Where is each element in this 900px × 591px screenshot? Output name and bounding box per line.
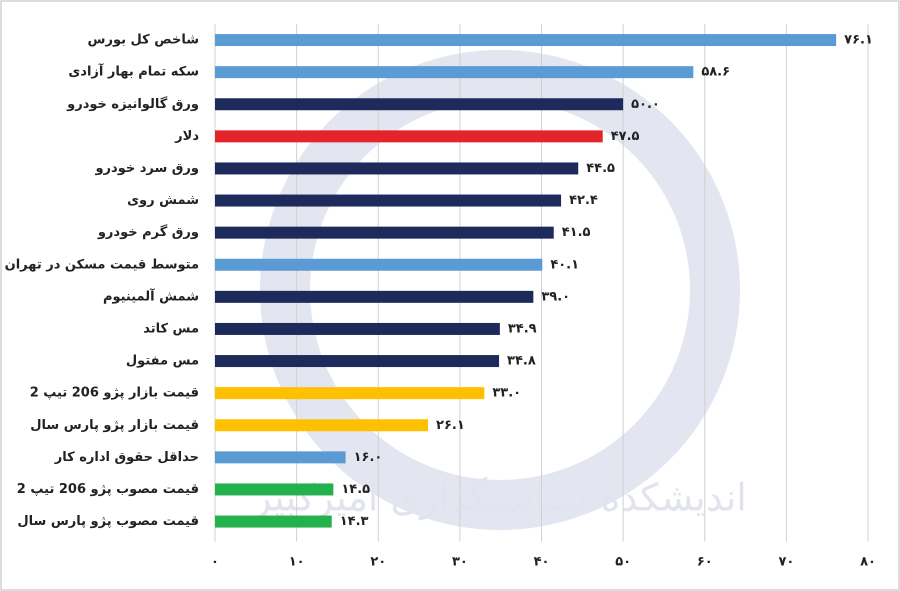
x-tick-label: ۳۰ bbox=[452, 555, 468, 570]
category-label: شمش روی bbox=[127, 193, 199, 208]
x-tick-label: ۶۰ bbox=[697, 555, 713, 570]
value-label: ۴۲.۴ bbox=[569, 193, 598, 208]
value-label: ۴۰.۱ bbox=[550, 257, 579, 272]
bar bbox=[215, 483, 334, 496]
watermark: اندیشکده سیاستگذاری امیرکبیر bbox=[251, 476, 747, 521]
bar bbox=[215, 162, 579, 175]
value-label: ۳۴.۹ bbox=[508, 321, 537, 336]
bar bbox=[215, 98, 624, 111]
category-label: شاخص کل بورس bbox=[88, 33, 199, 48]
category-label: ورق سرد خودرو bbox=[94, 161, 199, 176]
bar bbox=[215, 355, 500, 368]
value-label: ۷۶.۱ bbox=[844, 33, 873, 48]
bar bbox=[215, 290, 534, 303]
value-label: ۳۳.۰ bbox=[492, 386, 521, 401]
bar bbox=[215, 322, 500, 335]
x-tick-label: ۵۰ bbox=[615, 555, 631, 570]
bar bbox=[215, 34, 837, 47]
bar bbox=[215, 194, 562, 207]
category-label: ورق گرم خودرو bbox=[97, 224, 199, 240]
category-label: قیمت بازار پژو 206 تیپ 2 bbox=[30, 386, 199, 401]
bar bbox=[215, 451, 346, 464]
value-label: ۴۱.۵ bbox=[562, 225, 591, 240]
bar bbox=[215, 226, 554, 239]
x-tick-label: ۲۰ bbox=[370, 555, 386, 570]
bar bbox=[215, 66, 694, 79]
value-label: ۴۷.۵ bbox=[611, 129, 640, 144]
category-label: حداقل حقوق اداره کار bbox=[54, 450, 199, 465]
bar bbox=[215, 387, 485, 400]
category-label: مس کاتد bbox=[143, 321, 199, 336]
value-label: ۱۴.۳ bbox=[340, 514, 369, 529]
value-label: ۱۴.۵ bbox=[341, 482, 370, 497]
value-label: ۱۶.۰ bbox=[354, 450, 383, 465]
category-label: قیمت بازار پژو پارس سال bbox=[30, 418, 199, 433]
category-label: متوسط قیمت مسکن در تهران bbox=[5, 257, 199, 272]
x-tick-label: ۸۰ bbox=[860, 555, 876, 570]
category-label: قیمت مصوب پژو 206 تیپ 2 bbox=[17, 482, 199, 497]
value-label: ۲۶.۱ bbox=[436, 418, 465, 433]
bar bbox=[215, 130, 603, 143]
category-label: دلار bbox=[174, 129, 199, 144]
value-label: ۳۴.۸ bbox=[507, 354, 536, 369]
category-label: سکه تمام بهار آزادی bbox=[68, 63, 199, 80]
x-tick-label: ۷۰ bbox=[778, 555, 794, 570]
value-label: ۵۸.۶ bbox=[701, 65, 730, 80]
x-tick-label: ۱۰ bbox=[289, 555, 305, 570]
x-tick-label: ۰ bbox=[211, 555, 219, 570]
bar bbox=[215, 258, 543, 271]
bar bbox=[215, 515, 332, 528]
bar bbox=[215, 419, 429, 432]
category-label: قیمت مصوب پژو پارس سال bbox=[17, 514, 199, 529]
category-label: شمش آلمینیوم bbox=[103, 287, 199, 304]
category-label: ورق گالوانیزه خودرو bbox=[66, 96, 199, 112]
value-label: ۳۹.۰ bbox=[541, 289, 570, 304]
category-label: مس مفتول bbox=[126, 354, 199, 369]
x-tick-label: ۴۰ bbox=[534, 555, 550, 570]
value-label: ۴۴.۵ bbox=[586, 161, 615, 176]
value-label: ۵۰.۰ bbox=[631, 97, 660, 112]
